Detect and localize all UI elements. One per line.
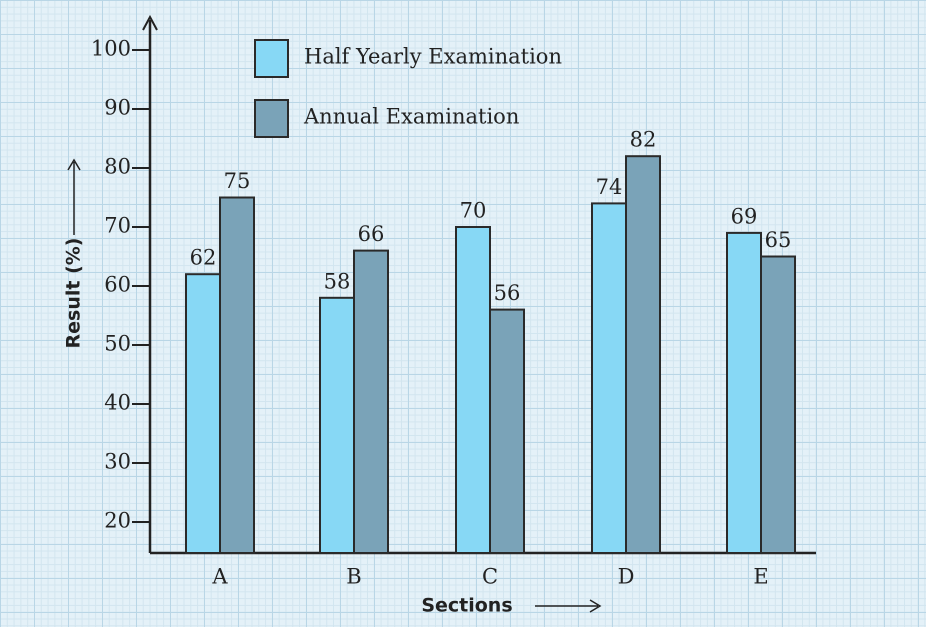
bar [353,249,389,554]
x-axis-label: Sections [421,595,512,617]
y-tick-label: 70 [104,214,131,238]
bar [219,196,255,554]
bar [625,155,661,554]
y-axis-label: Result (%) [63,238,85,349]
x-label-arrow [535,599,602,613]
value-label: 65 [765,228,792,252]
value-label: 74 [596,175,623,199]
bar [185,273,221,554]
y-tick-label: 20 [104,509,131,533]
y-tick-label: 50 [104,332,131,356]
y-axis-arrow [142,14,158,31]
bar [591,202,627,554]
x-tick-label: C [482,565,498,589]
bar [760,255,796,554]
x-tick-label: B [346,565,361,589]
value-label: 56 [494,281,521,305]
y-tick-label: 30 [104,450,131,474]
y-tick-label: 90 [104,96,131,120]
value-label: 69 [731,204,758,228]
y-label-arrow [67,158,81,235]
y-tick-label: 100 [91,37,131,61]
value-label: 58 [324,269,351,293]
bar [319,296,355,554]
y-tick-label: 80 [104,155,131,179]
value-label: 70 [460,199,487,223]
bar [455,226,491,554]
value-label: 66 [358,222,385,246]
legend-label: Annual Examination [303,105,519,129]
legend-swatch [254,39,289,78]
bar [726,231,762,554]
legend-swatch [254,99,289,138]
y-tick-label: 40 [104,391,131,415]
value-label: 62 [190,246,217,270]
value-label: 75 [224,169,251,193]
y-tick-label: 60 [104,273,131,297]
legend-label: Half Yearly Examination [304,45,562,69]
value-label: 82 [630,128,657,152]
x-tick-label: D [618,565,635,589]
x-tick-label: E [753,565,768,589]
bar [489,308,525,554]
x-tick-label: A [211,565,228,589]
